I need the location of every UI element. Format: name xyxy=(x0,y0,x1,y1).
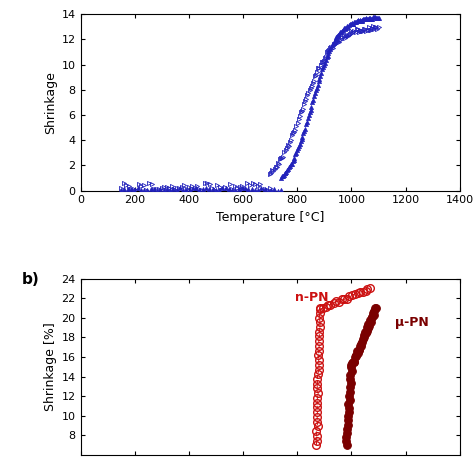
Text: μ-PN: μ-PN xyxy=(395,316,429,329)
Text: b): b) xyxy=(22,272,39,287)
Y-axis label: Shrinkage [%]: Shrinkage [%] xyxy=(44,322,57,411)
Y-axis label: Shrinkage: Shrinkage xyxy=(45,71,57,134)
Text: n-PN: n-PN xyxy=(295,291,328,304)
X-axis label: Temperature [°C]: Temperature [°C] xyxy=(216,211,324,224)
